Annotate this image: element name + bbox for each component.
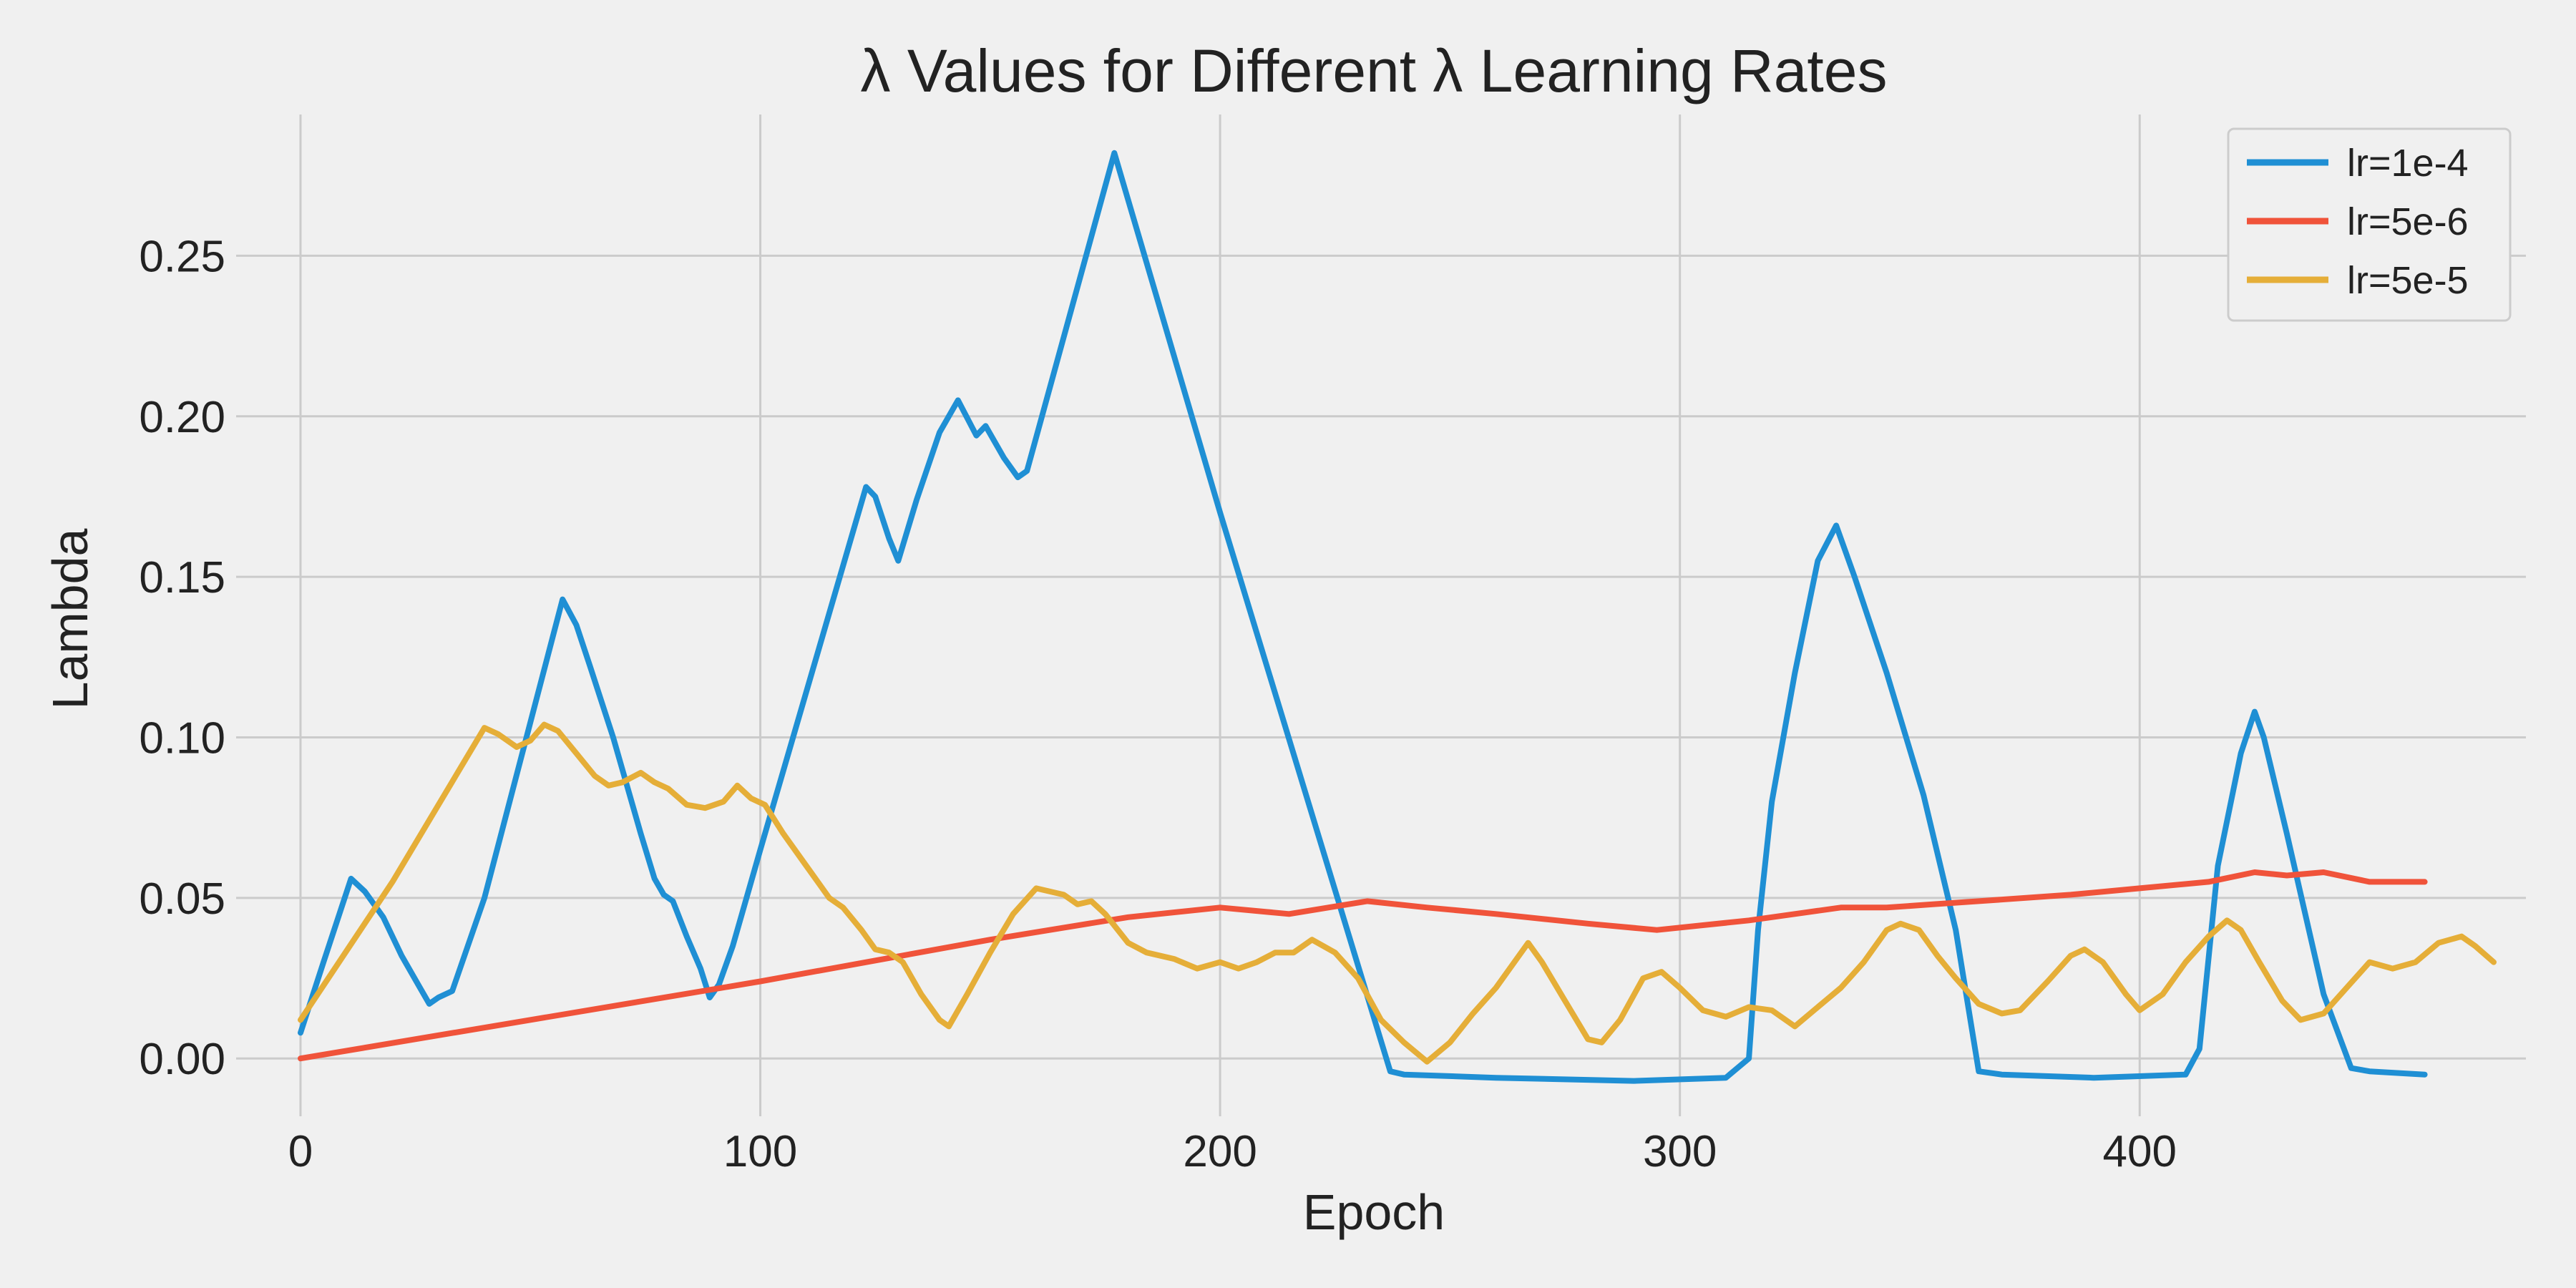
legend: lr=1e-4 lr=5e-6 lr=5e-5 — [2227, 127, 2512, 322]
y-tick-label: 0.00 — [139, 1035, 225, 1084]
x-tick-label: 200 — [1183, 1127, 1257, 1176]
x-tick-label: 400 — [2103, 1127, 2177, 1176]
x-tick-label: 0 — [288, 1127, 313, 1176]
legend-label: lr=1e-4 — [2347, 142, 2469, 185]
legend-label: lr=5e-5 — [2347, 259, 2469, 302]
chart-title: λ Values for Different λ Learning Rates — [861, 37, 1888, 104]
legend-label: lr=5e-6 — [2347, 200, 2469, 243]
series-line-lr=5e-5 — [298, 721, 2497, 1065]
grid — [236, 114, 2526, 1116]
x-axis-ticks: 0 100 200 300 400 — [288, 1127, 2177, 1176]
y-axis-label: Lambda — [42, 528, 98, 709]
y-tick-label: 0.10 — [139, 714, 225, 763]
legend-box — [2227, 127, 2512, 322]
y-tick-label: 0.25 — [139, 232, 225, 281]
series-line-lr=1e-4 — [298, 150, 2428, 1084]
series-line-lr=5e-6 — [298, 869, 2428, 1062]
y-tick-label: 0.05 — [139, 874, 225, 924]
x-axis-label: Epoch — [1303, 1184, 1445, 1240]
y-axis-ticks: 0.00 0.05 0.10 0.15 0.20 0.25 — [139, 232, 225, 1084]
x-tick-label: 100 — [723, 1127, 797, 1176]
series-lines — [298, 150, 2497, 1084]
y-tick-label: 0.20 — [139, 393, 225, 442]
y-tick-label: 0.15 — [139, 553, 225, 602]
x-tick-label: 300 — [1643, 1127, 1717, 1176]
